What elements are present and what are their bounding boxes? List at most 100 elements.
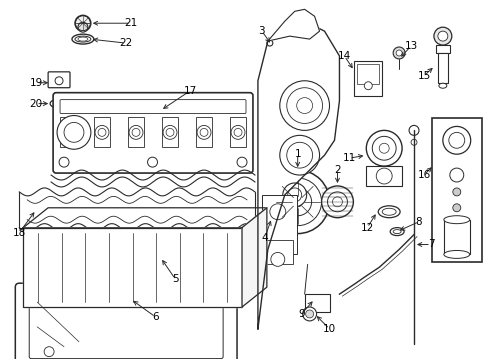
Text: 14: 14	[337, 51, 350, 61]
Ellipse shape	[389, 228, 403, 235]
Bar	[431, 118, 481, 262]
Ellipse shape	[50, 99, 72, 109]
Circle shape	[129, 125, 142, 139]
Ellipse shape	[392, 230, 400, 234]
Circle shape	[283, 188, 311, 216]
Text: 16: 16	[416, 170, 430, 180]
Polygon shape	[23, 228, 242, 307]
Circle shape	[287, 188, 301, 202]
Text: 2: 2	[333, 165, 340, 175]
Circle shape	[379, 143, 388, 153]
Bar	[128, 117, 143, 147]
Ellipse shape	[54, 101, 68, 106]
Circle shape	[57, 116, 91, 149]
FancyBboxPatch shape	[53, 93, 252, 173]
Ellipse shape	[443, 216, 469, 224]
Text: 19: 19	[29, 78, 43, 88]
Text: 13: 13	[404, 41, 417, 51]
Circle shape	[64, 129, 72, 136]
Bar	[435, 45, 449, 53]
Text: 1: 1	[294, 149, 301, 159]
Circle shape	[292, 197, 302, 207]
Circle shape	[442, 126, 470, 154]
Circle shape	[270, 252, 284, 266]
Text: 12: 12	[360, 222, 373, 233]
Text: 22: 22	[119, 38, 132, 48]
Text: 15: 15	[416, 71, 430, 81]
Circle shape	[237, 157, 246, 167]
Circle shape	[269, 204, 285, 220]
Circle shape	[364, 82, 371, 90]
Circle shape	[288, 17, 300, 29]
Circle shape	[166, 129, 174, 136]
Polygon shape	[267, 9, 319, 41]
Bar	[60, 117, 76, 147]
Bar	[354, 61, 382, 96]
Circle shape	[395, 50, 401, 56]
Text: 17: 17	[183, 86, 197, 96]
Polygon shape	[242, 208, 266, 307]
Circle shape	[132, 129, 140, 136]
Circle shape	[437, 31, 447, 41]
Circle shape	[321, 186, 353, 218]
Circle shape	[286, 88, 322, 123]
Text: 11: 11	[342, 153, 355, 163]
Circle shape	[433, 27, 451, 45]
Text: 7: 7	[427, 239, 433, 249]
Text: 10: 10	[322, 324, 335, 334]
Ellipse shape	[377, 206, 399, 218]
Circle shape	[264, 213, 274, 223]
FancyBboxPatch shape	[29, 297, 223, 359]
Circle shape	[64, 122, 84, 142]
Text: 9: 9	[298, 309, 305, 319]
Text: 6: 6	[152, 312, 159, 322]
Circle shape	[392, 47, 404, 59]
Bar	[443, 220, 469, 255]
Circle shape	[449, 168, 463, 182]
Bar	[230, 117, 245, 147]
FancyBboxPatch shape	[60, 100, 245, 113]
Circle shape	[286, 142, 312, 168]
Circle shape	[61, 125, 75, 139]
Bar	[437, 53, 447, 83]
Ellipse shape	[438, 83, 446, 88]
Circle shape	[302, 307, 316, 321]
Text: 20: 20	[30, 99, 42, 109]
Circle shape	[452, 188, 460, 196]
Circle shape	[282, 183, 306, 207]
Circle shape	[265, 170, 329, 234]
Ellipse shape	[78, 37, 88, 41]
Circle shape	[408, 125, 418, 135]
Circle shape	[279, 135, 319, 175]
Bar	[94, 117, 110, 147]
Circle shape	[410, 139, 416, 145]
Circle shape	[163, 125, 177, 139]
Circle shape	[327, 192, 346, 212]
Text: 4: 4	[261, 233, 267, 243]
Circle shape	[260, 208, 279, 228]
Circle shape	[266, 40, 272, 46]
Circle shape	[305, 310, 313, 318]
Circle shape	[66, 260, 90, 284]
Bar	[304, 294, 329, 312]
Text: 3: 3	[258, 26, 264, 36]
FancyBboxPatch shape	[15, 283, 237, 360]
Text: 18: 18	[13, 228, 26, 238]
Circle shape	[371, 136, 395, 160]
Circle shape	[75, 15, 91, 31]
Text: 5: 5	[172, 274, 178, 284]
Bar	[162, 117, 178, 147]
Circle shape	[197, 125, 210, 139]
Circle shape	[452, 204, 460, 212]
FancyBboxPatch shape	[48, 72, 70, 88]
Circle shape	[366, 130, 401, 166]
Circle shape	[59, 157, 69, 167]
Bar	[264, 239, 292, 264]
Text: 21: 21	[124, 18, 137, 28]
Circle shape	[231, 125, 244, 139]
Bar	[366, 166, 401, 186]
Circle shape	[448, 132, 464, 148]
Circle shape	[98, 129, 106, 136]
Bar	[357, 64, 379, 84]
Circle shape	[73, 267, 83, 277]
